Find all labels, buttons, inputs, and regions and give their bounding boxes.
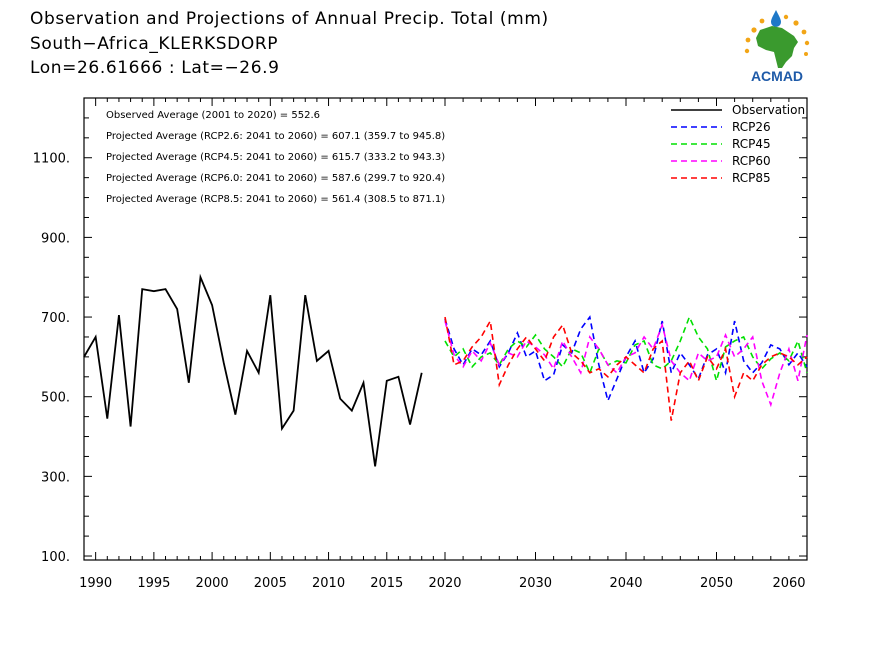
plot-frame: [83, 97, 808, 561]
series-rcp45: [444, 314, 808, 384]
series-rcp85: [444, 316, 808, 421]
chart-title: Observation and Projections of Annual Pr…: [30, 9, 549, 29]
y-tick-label: 900.: [41, 231, 70, 246]
stats-line: Projected Average (RCP4.5: 2041 to 2060)…: [106, 152, 445, 163]
x-tick-label: 2030: [519, 576, 552, 591]
legend-label: RCP26: [732, 120, 771, 134]
y-tick-label: 300.: [41, 470, 70, 485]
stats-annotations: Observed Average (2001 to 2020) = 552.6 P…: [106, 110, 445, 205]
acmad-logo-text: ACMAD: [751, 68, 803, 84]
sun-rays-icon: [744, 14, 810, 56]
legend-label: RCP60: [732, 154, 771, 168]
legend-label: RCP45: [732, 137, 771, 151]
x-tick-labels: 1990 1995 2000 2005 2010 2015 2020 2030 2040 2050…: [79, 576, 805, 591]
y-tick-labels: 100. 300. 500. 700. 900. 1100.: [33, 152, 70, 565]
data-series: [83, 273, 808, 467]
x-tick-label: 2005: [254, 576, 287, 591]
x-tick-label: 2020: [428, 576, 461, 591]
stats-line: Projected Average (RCP2.6: 2041 to 2060)…: [106, 131, 445, 142]
rain-drop-icon: [771, 10, 781, 27]
stats-line: Projected Average (RCP8.5: 2041 to 2060)…: [106, 194, 445, 205]
x-tick-label: 2000: [196, 576, 229, 591]
stats-line: Projected Average (RCP6.0: 2041 to 2060)…: [106, 173, 445, 184]
stats-line: Observed Average (2001 to 2020) = 552.6: [106, 110, 320, 121]
x-tick-label: 1990: [79, 576, 112, 591]
series-observation: [83, 273, 423, 467]
x-tick-label: 2060: [772, 576, 805, 591]
legend-label: RCP85: [732, 171, 771, 185]
y-tick-label: 1100.: [33, 152, 70, 167]
y-tick-label: 100.: [41, 550, 70, 565]
y-tick-label: 500.: [41, 391, 70, 406]
x-tick-label: 1995: [137, 576, 170, 591]
chart-subtitle-coords: Lon=26.61666 : Lat=−26.9: [30, 58, 280, 78]
legend-label: Observation: [732, 103, 805, 117]
africa-map-icon: [756, 26, 798, 68]
x-tick-label: 2015: [370, 576, 403, 591]
x-tick-label: 2010: [312, 576, 345, 591]
chart-subtitle-station: South−Africa_KLERKSDORP: [30, 34, 279, 54]
y-tick-label: 700.: [41, 311, 70, 326]
axis-ticks: [83, 98, 808, 560]
x-tick-label: 2040: [609, 576, 642, 591]
x-tick-label: 2050: [700, 576, 733, 591]
legend: Observation RCP26 RCP45 RCP60 RCP85: [671, 103, 805, 185]
series-rcp26: [444, 315, 808, 404]
acmad-logo: ACMAD: [744, 10, 810, 84]
